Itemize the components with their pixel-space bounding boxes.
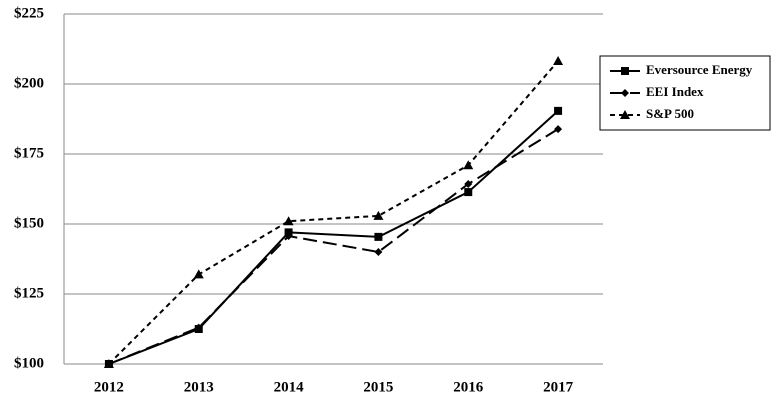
x-tick-label: 2015: [363, 379, 393, 395]
legend-label: Eversource Energy: [646, 62, 753, 77]
marker: [373, 210, 384, 220]
x-tick-label: 2014: [274, 379, 305, 395]
marker: [103, 359, 114, 368]
marker: [553, 56, 564, 66]
legend-label: S&P 500: [646, 106, 694, 121]
x-tick-label: 2016: [453, 379, 484, 395]
y-tick-label: $225: [14, 5, 44, 21]
marker: [283, 216, 294, 226]
y-tick-label: $150: [14, 215, 44, 231]
marker: [284, 232, 293, 241]
series-line: [108, 60, 559, 365]
marker: [194, 323, 203, 332]
y-tick-label: $200: [14, 75, 44, 91]
y-tick-label: $175: [14, 145, 44, 161]
marker: [621, 89, 629, 97]
x-tick-label: 2012: [94, 379, 124, 395]
marker: [374, 232, 383, 241]
marker: [193, 269, 204, 279]
legend-label: EEI Index: [646, 84, 704, 99]
marker: [464, 179, 473, 188]
marker: [621, 67, 629, 75]
marker: [554, 106, 563, 115]
series-line: [108, 110, 559, 365]
marker: [463, 160, 474, 170]
y-tick-label: $100: [14, 355, 44, 371]
marker: [464, 188, 473, 197]
marker: [374, 248, 383, 256]
marker: [620, 110, 630, 119]
series-line: [108, 128, 559, 365]
x-tick-label: 2013: [184, 379, 214, 395]
marker: [554, 125, 563, 134]
y-tick-label: $125: [14, 285, 44, 301]
x-tick-label: 2017: [543, 379, 574, 395]
